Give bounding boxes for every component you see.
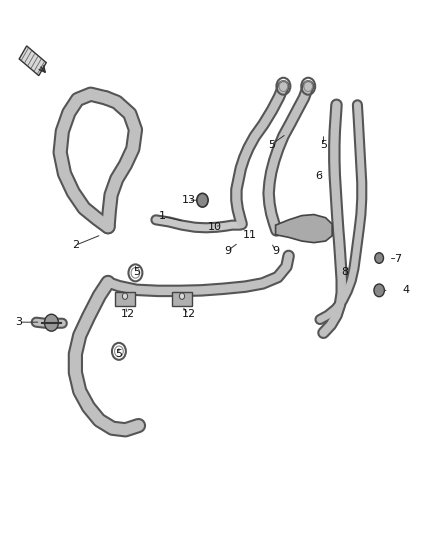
FancyBboxPatch shape: [173, 292, 191, 306]
Text: 11: 11: [243, 230, 257, 240]
Text: 13: 13: [181, 195, 195, 205]
Text: 12: 12: [181, 309, 196, 319]
Polygon shape: [19, 46, 46, 76]
Text: 8: 8: [342, 267, 349, 277]
Circle shape: [122, 293, 127, 300]
Circle shape: [375, 253, 384, 263]
Circle shape: [45, 314, 58, 331]
Text: 6: 6: [316, 172, 323, 181]
Circle shape: [180, 293, 185, 300]
FancyBboxPatch shape: [116, 292, 134, 306]
Text: 5: 5: [133, 267, 140, 277]
Text: 3: 3: [15, 317, 22, 327]
Circle shape: [197, 193, 208, 207]
Text: 1: 1: [159, 211, 166, 221]
Text: 4: 4: [403, 285, 410, 295]
Text: 7: 7: [394, 254, 401, 263]
Text: 9: 9: [224, 246, 231, 256]
Text: 2: 2: [72, 240, 79, 251]
Text: 9: 9: [272, 246, 279, 256]
Circle shape: [374, 284, 385, 297]
Text: 5: 5: [115, 349, 122, 359]
Text: 12: 12: [120, 309, 134, 319]
Text: 5: 5: [320, 140, 327, 150]
Text: 10: 10: [208, 222, 222, 232]
Polygon shape: [276, 215, 332, 243]
Text: 5: 5: [268, 140, 275, 150]
